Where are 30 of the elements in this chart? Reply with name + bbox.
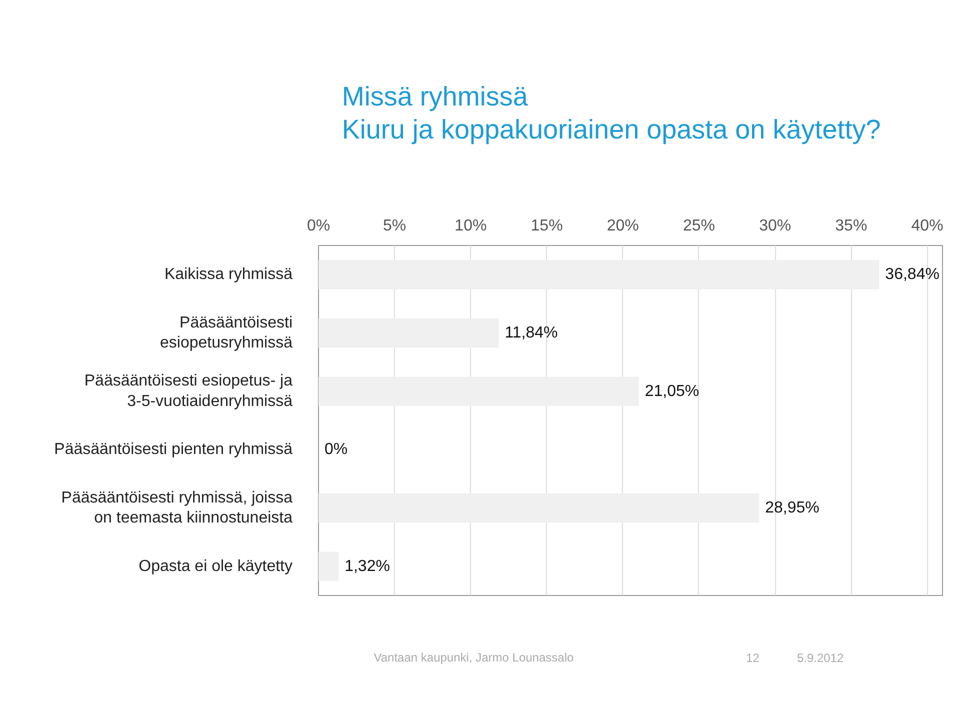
bar [318, 376, 639, 406]
x-tick-label: 20% [606, 218, 639, 234]
y-tick-label: Pääsääntöisesti esiopetus- ja 3-5-vuotiaidenryhmissä [84, 372, 293, 410]
text: 5.9.2012 [796, 651, 844, 665]
data-label: 0% [324, 441, 348, 458]
y-tick-label: Pääsääntöisesti esiopetusryhmissä [160, 314, 293, 352]
text: Vantaan kaupunki, Jarmo Lounassalo [374, 650, 574, 664]
y-tick-label: Pääsääntöisesti pienten ryhmissä [54, 441, 293, 458]
x-tick-label: 5% [383, 218, 406, 234]
data-label: 36,84% [885, 266, 940, 284]
bar [318, 260, 880, 290]
text: 12 [746, 651, 760, 665]
x-tick-label: 10% [454, 218, 487, 234]
data-label: 21,05% [644, 382, 700, 400]
data-label: 1,32% [344, 558, 390, 575]
x-tick-label: 30% [759, 218, 792, 234]
x-tick-label: 0% [306, 218, 330, 234]
y-tick-label: Pääsääntöisesti ryhmissä, joissa on teemasta kiinnostuneista [61, 489, 293, 527]
x-tick-label: 35% [835, 218, 868, 234]
data-label: 11,84% [504, 324, 558, 342]
y-tick-label: Kaikissa ryhmissä [164, 266, 293, 284]
x-tick-label: 40% [911, 218, 944, 234]
bar [318, 493, 760, 523]
data-label: 28,95% [765, 500, 820, 516]
chart-title: Missä ryhmissä Kiuru ja koppakuoriainen opasta on käytetty? [342, 82, 881, 144]
x-tick-label: 25% [682, 218, 716, 234]
bar [318, 318, 499, 348]
y-tick-label: Opasta ei ole käytetty [138, 558, 292, 575]
x-tick-label: 15% [530, 218, 563, 234]
bar [318, 552, 339, 581]
